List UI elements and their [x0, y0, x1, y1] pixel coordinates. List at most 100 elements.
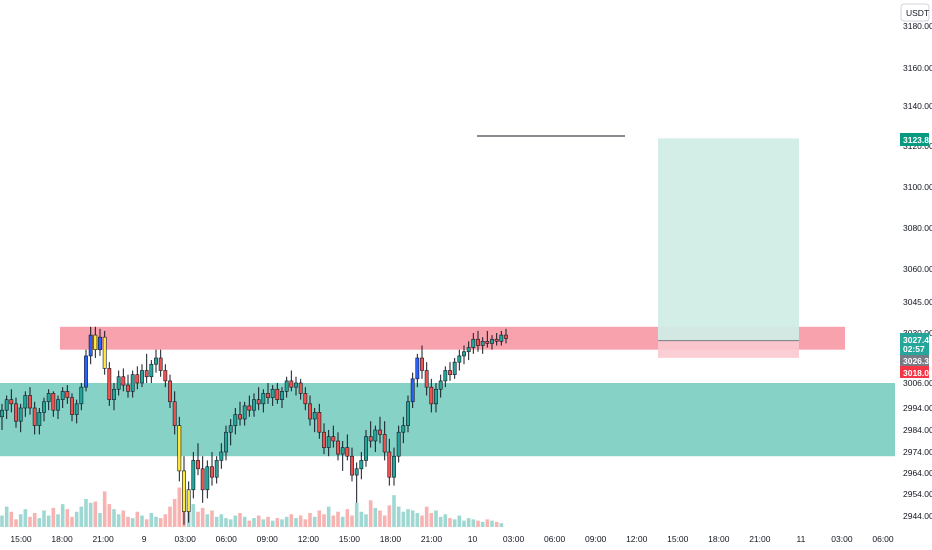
candle-body — [308, 403, 312, 420]
price-tick-label: 3180.00 — [903, 21, 932, 31]
candle-body — [289, 380, 294, 388]
candle-body — [476, 338, 480, 346]
candle-body — [196, 460, 200, 470]
volume-bar — [84, 499, 88, 527]
volume-bar — [65, 509, 70, 527]
candle-body — [364, 436, 368, 461]
candle-body — [354, 468, 359, 476]
candle-body — [205, 466, 210, 491]
volume-bar — [70, 516, 74, 527]
volume-bar — [368, 500, 373, 527]
volume-bar — [135, 511, 140, 527]
time-tick-label: 11 — [796, 534, 805, 544]
volume-bar — [401, 511, 406, 527]
candle-body — [51, 393, 56, 411]
candle-body — [280, 391, 284, 400]
volume-bar — [121, 510, 126, 527]
candle-body — [350, 455, 354, 476]
currency-button-label[interactable]: USDT — [906, 8, 929, 18]
time-tick-label: 09:00 — [585, 534, 607, 544]
candle-body — [284, 380, 289, 392]
entry-price-tag-bg — [900, 355, 929, 366]
candle-body — [322, 431, 326, 448]
volume-bar — [270, 520, 275, 527]
volume-bar — [448, 518, 452, 527]
volume-bar — [88, 502, 93, 527]
volume-bar — [462, 520, 466, 527]
support-zone[interactable] — [0, 383, 895, 457]
price-tick-label: 2954.00 — [903, 489, 932, 499]
volume-bar — [443, 514, 448, 527]
time-tick-label: 15:00 — [339, 534, 361, 544]
candle-body — [79, 386, 84, 405]
volume-bar — [261, 519, 266, 527]
volume-bar — [494, 521, 499, 527]
currency-button[interactable]: USDT — [900, 3, 930, 22]
volume-bar — [415, 513, 420, 527]
candle-body — [462, 351, 466, 357]
time-axis[interactable] — [0, 527, 932, 550]
volume-bar — [9, 511, 14, 527]
candle-body — [443, 370, 448, 382]
time-tick-label: 06:00 — [216, 534, 238, 544]
long-position-stop-box[interactable] — [658, 340, 799, 358]
volume-bar — [266, 516, 270, 527]
volume-bar — [322, 514, 326, 527]
stop-price-tag-bg — [900, 366, 929, 378]
volume-bar — [149, 513, 154, 527]
volume-bar — [233, 515, 238, 527]
long-position-target-box[interactable] — [658, 138, 799, 341]
price-tick-label: 3006.00 — [903, 378, 932, 388]
volume-bar — [98, 513, 102, 527]
volume-bar — [158, 518, 163, 527]
time-tick-label: 15:00 — [667, 534, 689, 544]
candle-body — [14, 403, 18, 422]
volume-bar — [238, 513, 242, 527]
volume-bar — [214, 516, 219, 527]
volume-bar — [429, 513, 434, 527]
time-tick-label: 03:00 — [503, 534, 525, 544]
candlestick-series — [0, 326, 508, 525]
candle-body — [46, 393, 51, 403]
candle-body — [434, 388, 438, 405]
volume-bar — [168, 506, 172, 527]
resistance-zone[interactable] — [60, 326, 845, 350]
volume-bar — [116, 514, 121, 527]
candle-body — [186, 489, 191, 512]
volume-bar — [476, 520, 480, 527]
volume-bar — [23, 509, 28, 527]
price-tick-label: 2944.00 — [903, 511, 932, 521]
volume-bar — [466, 518, 471, 527]
candle-body — [4, 399, 9, 411]
volume-bar — [205, 514, 210, 527]
candle-body — [466, 347, 471, 353]
volume-bar — [247, 520, 252, 527]
volume-bar — [172, 499, 177, 527]
volume-bar — [457, 515, 462, 527]
volume-bar — [438, 516, 443, 527]
candle-body — [485, 341, 490, 344]
candle-body — [32, 407, 37, 426]
volume-bar — [56, 514, 60, 527]
currency-button-frame[interactable] — [900, 3, 930, 22]
candle-body — [0, 409, 4, 418]
entry-price-tag-text: 3026.37 — [903, 356, 932, 366]
candle-body — [102, 336, 107, 369]
candle-body — [298, 382, 303, 394]
time-tick-label: 9 — [142, 534, 147, 544]
candle-body — [312, 412, 317, 420]
candle-body — [74, 403, 79, 415]
price-axis[interactable] — [895, 0, 932, 527]
candle-body — [373, 429, 378, 442]
candle-body — [270, 388, 275, 398]
volume-bar — [331, 515, 336, 527]
volume-bar — [14, 519, 18, 527]
time-tick-label: 21:00 — [92, 534, 114, 544]
volume-bar — [37, 518, 42, 527]
candle-body — [84, 355, 88, 388]
candle-body — [172, 401, 177, 426]
volume-bar — [130, 518, 135, 527]
volume-bar — [228, 519, 233, 527]
volume-bar — [4, 506, 9, 527]
